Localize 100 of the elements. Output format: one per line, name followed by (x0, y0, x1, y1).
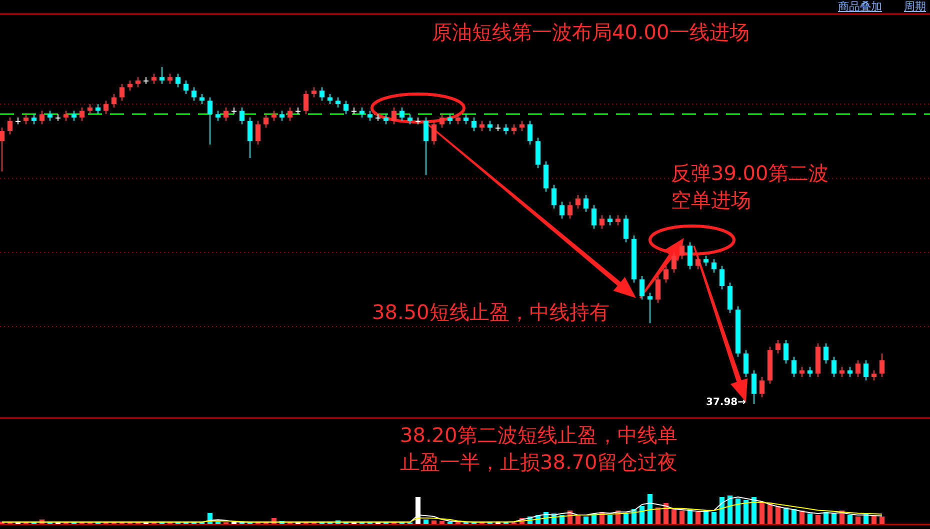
bar (760, 502, 764, 524)
candlestick (480, 120, 484, 132)
candlestick (528, 120, 532, 146)
bar (776, 506, 780, 524)
candlestick (272, 110, 276, 122)
bar (640, 506, 644, 524)
candlestick (712, 258, 716, 274)
candlestick (544, 160, 548, 192)
candlestick (256, 120, 260, 146)
bar (624, 514, 628, 524)
bar (736, 498, 740, 524)
bar (664, 503, 668, 524)
text: 38.20第二波短线止盈，中线单止盈一半，止损38.70留仓过夜 (400, 422, 678, 476)
candlestick (240, 106, 244, 125)
candlestick (720, 265, 724, 290)
candlestick (840, 366, 844, 378)
bar (608, 515, 612, 524)
candlestick (280, 110, 284, 122)
bar (728, 496, 732, 524)
bar (744, 500, 748, 524)
candlestick (72, 110, 76, 122)
candlestick (600, 214, 604, 230)
bar (672, 509, 676, 524)
candlestick (424, 117, 428, 176)
bar (848, 515, 852, 524)
candlestick (448, 114, 452, 125)
candlestick (760, 376, 764, 398)
candlestick (672, 252, 676, 274)
candlestick (800, 366, 804, 378)
candlestick (488, 120, 492, 132)
bar (808, 514, 812, 524)
candlestick (464, 114, 468, 125)
candlestick (128, 80, 132, 92)
candlestick (864, 360, 868, 381)
candlestick (112, 93, 116, 108)
candlestick (248, 117, 252, 158)
candlestick (408, 114, 412, 125)
bar (696, 512, 700, 524)
annotation: 37.98→ (706, 397, 746, 409)
candlestick (704, 255, 708, 266)
candlestick (512, 124, 516, 135)
candlestick (40, 110, 44, 125)
candlestick (440, 114, 444, 128)
candlestick (520, 120, 524, 132)
candlestick (168, 73, 172, 84)
candlestick (576, 194, 580, 210)
candlestick (640, 275, 644, 300)
candlestick (136, 76, 140, 88)
candlestick (728, 282, 732, 314)
chart-title: 原油短线第一波布局40.00一线进场 (432, 19, 750, 46)
candlestick (384, 114, 388, 125)
candlestick (152, 73, 156, 84)
candlestick (80, 106, 84, 122)
candlestick (456, 114, 460, 125)
bar (824, 512, 828, 524)
candlestick (24, 114, 28, 125)
bar (680, 510, 684, 524)
bar (752, 497, 756, 524)
candlestick (832, 356, 836, 378)
candlestick (616, 214, 620, 226)
candlestick (360, 106, 364, 118)
candlestick (88, 104, 92, 115)
candlestick (96, 104, 100, 115)
candlestick (568, 201, 572, 220)
annotation: 反弹39.00第二波空单进场 (671, 160, 830, 214)
bar (648, 494, 652, 524)
annotation: 38.50短线止盈，中线持有 (372, 299, 610, 326)
candlestick (184, 80, 188, 94)
candlestick (592, 204, 596, 230)
bar (784, 508, 788, 524)
candlestick (776, 339, 780, 354)
candlestick (224, 106, 228, 122)
candlestick (192, 86, 196, 102)
candlestick (48, 110, 52, 122)
candlestick (328, 93, 332, 105)
candlestick (176, 73, 180, 88)
candlestick (264, 114, 268, 128)
candlestick (312, 86, 316, 98)
candlestick (288, 106, 292, 122)
bar (440, 521, 444, 524)
candlestick (824, 342, 828, 364)
bar (792, 509, 796, 524)
candlestick (320, 86, 324, 102)
bar (432, 520, 436, 524)
bar (800, 510, 804, 524)
candlestick (504, 124, 508, 135)
bar (704, 510, 708, 524)
candlestick (792, 356, 796, 378)
candlestick (160, 66, 164, 84)
candlestick (472, 117, 476, 132)
candlestick (872, 370, 876, 381)
candlestick (808, 366, 812, 378)
candlestick (32, 114, 36, 125)
candlestick (392, 106, 396, 125)
bar (832, 514, 836, 524)
candlestick (744, 350, 748, 378)
candlestick (304, 90, 308, 115)
bar (656, 508, 660, 524)
candlestick (752, 370, 756, 404)
text: 周期 (904, 0, 926, 14)
